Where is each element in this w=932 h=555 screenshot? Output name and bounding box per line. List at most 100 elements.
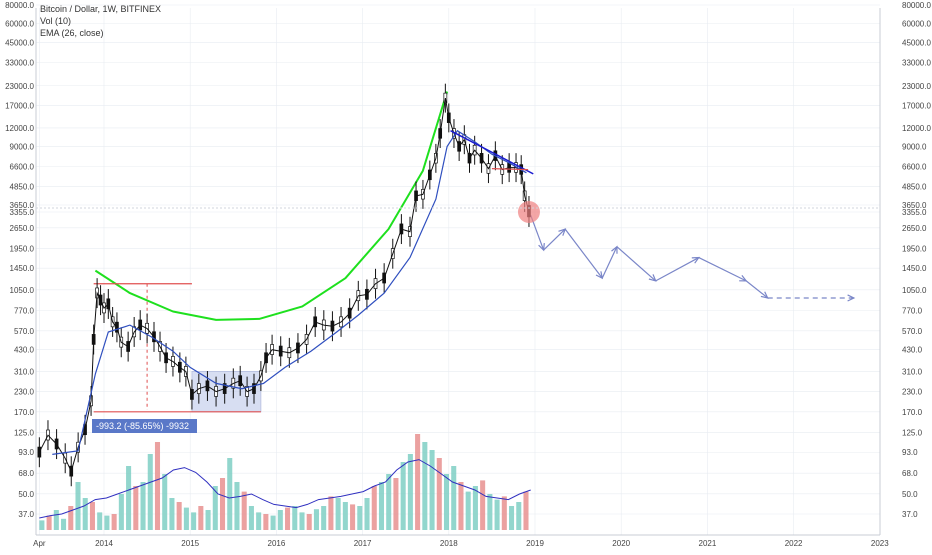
volume-bar — [183, 507, 189, 530]
volume-bar — [75, 482, 81, 530]
y-tick-left: 12000.0 — [5, 124, 34, 133]
legend-ema: EMA (26, close) — [40, 28, 104, 38]
y-tick-left: 430.0 — [14, 346, 35, 355]
x-tick-label: 2017 — [354, 539, 372, 548]
y-tick-right: 1950.0 — [902, 244, 927, 253]
volume-bar — [39, 520, 45, 530]
y-tick-right: 23000.0 — [902, 82, 931, 91]
volume-bar — [256, 512, 262, 530]
candle-body — [443, 92, 448, 104]
y-tick-right: 33000.0 — [902, 58, 931, 67]
price-line — [38, 98, 530, 473]
volume-bar — [133, 486, 139, 530]
y-tick-left: 68.0 — [18, 469, 34, 478]
volume-bar — [212, 486, 218, 530]
triangle-upper-line — [450, 129, 534, 175]
x-tick-label: 2018 — [440, 539, 458, 548]
volume-bar — [480, 480, 486, 530]
y-tick-left: 3650.0 — [10, 201, 35, 210]
volume-bar — [169, 498, 175, 530]
volume-bar — [451, 466, 457, 530]
volume-bar — [443, 474, 450, 530]
y-tick-left: 9000.0 — [10, 143, 35, 152]
volume-bar — [407, 454, 413, 530]
y-tick-left: 33000.0 — [5, 58, 34, 67]
y-tick-left: 570.0 — [14, 327, 35, 336]
measure-label: -993.2 (-85.65%) -9932 — [96, 421, 189, 431]
y-tick-right: 430.0 — [902, 346, 923, 355]
y-tick-right: 17000.0 — [902, 101, 931, 110]
volume-bar — [335, 498, 341, 530]
triangle-lower-line — [491, 168, 529, 171]
y-tick-left: 770.0 — [14, 307, 35, 316]
volume-bar — [285, 507, 291, 530]
projection-arrowhead — [760, 291, 769, 299]
y-tick-left: 93.0 — [18, 448, 34, 457]
y-tick-right: 3650.0 — [902, 201, 927, 210]
y-tick-left: 17000.0 — [5, 101, 34, 110]
volume-bar — [140, 482, 146, 530]
volume-bar — [313, 509, 319, 530]
y-tick-right: 4850.0 — [902, 183, 927, 192]
x-tick-label: 2019 — [526, 539, 544, 548]
volume-bar — [176, 502, 182, 530]
x-tick-label: 2020 — [612, 539, 630, 548]
volume-bar — [516, 502, 522, 530]
y-tick-right: 68.0 — [902, 469, 918, 478]
projection-arrowhead — [538, 243, 545, 252]
projection-arrowhead — [847, 294, 856, 302]
volume-bar — [415, 434, 421, 530]
projection-segment — [616, 246, 657, 282]
x-tick-label: 2023 — [871, 539, 889, 548]
measure-label-group: -993.2 (-85.65%) -9932 — [92, 419, 197, 433]
y-tick-left: 60000.0 — [5, 20, 34, 29]
volume-bar — [234, 482, 240, 530]
volume-bar — [227, 458, 233, 530]
volume-bar — [321, 506, 327, 530]
y-tick-left: 45000.0 — [5, 38, 34, 47]
volume-bar — [400, 462, 406, 530]
volume-bar — [154, 442, 161, 530]
volume-bar — [248, 506, 254, 530]
volume-bar — [97, 512, 103, 530]
grid — [36, 4, 881, 535]
volume-bar — [328, 496, 334, 530]
y-tick-right: 2650.0 — [902, 224, 927, 233]
volume-bar — [306, 514, 312, 530]
y-tick-right: 1450.0 — [902, 264, 927, 273]
volume-bar — [205, 510, 211, 530]
y-tick-right: 770.0 — [902, 307, 923, 316]
y-tick-left: 80000.0 — [5, 1, 34, 10]
y-tick-right: 60000.0 — [902, 20, 931, 29]
volume-bar — [465, 491, 471, 530]
volume-bar — [46, 515, 52, 530]
y-tick-left: 170.0 — [14, 408, 35, 417]
projection-segment — [601, 246, 618, 279]
y-tick-left: 23000.0 — [5, 82, 34, 91]
y-tick-left: 1450.0 — [10, 264, 35, 273]
volume-bar — [241, 491, 247, 530]
volume-bar — [126, 466, 132, 530]
axes: 80000.0 80000.0 60000.0 60000.0 45000.0 45000… — [5, 1, 931, 548]
y-tick-right: 9000.0 — [902, 143, 927, 152]
y-tick-left: 6600.0 — [10, 163, 35, 172]
volume-bar — [458, 482, 464, 530]
y-tick-left: 1050.0 — [10, 286, 35, 295]
y-tick-left: 125.0 — [14, 428, 35, 437]
projection-arrowhead — [595, 271, 604, 280]
y-tick-left: 310.0 — [14, 368, 35, 377]
volume-bar — [371, 486, 377, 530]
volume-bar — [299, 512, 305, 530]
price-candles — [37, 83, 540, 487]
y-tick-right: 37.0 — [902, 510, 918, 519]
volume-bars — [39, 434, 531, 530]
x-tick-label: 2016 — [268, 539, 286, 548]
volume-bar — [386, 474, 392, 530]
y-tick-right: 45000.0 — [902, 38, 931, 47]
volume-bar — [494, 499, 500, 530]
volume-bar — [219, 478, 226, 530]
projection-segment — [745, 280, 769, 299]
volume-bar — [53, 510, 59, 530]
volume-bar — [68, 506, 74, 530]
